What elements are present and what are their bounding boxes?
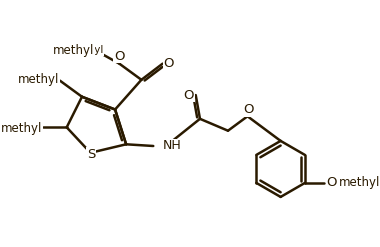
Text: O: O (163, 57, 174, 70)
Text: O: O (184, 89, 194, 102)
Text: methyl: methyl (1, 122, 42, 135)
Text: S: S (87, 148, 95, 161)
Text: O: O (114, 49, 125, 62)
Text: methyl: methyl (18, 73, 59, 86)
Text: methyl: methyl (339, 176, 380, 189)
Text: methyl: methyl (53, 44, 95, 57)
Text: O: O (243, 103, 253, 116)
Text: methyl: methyl (67, 45, 104, 55)
Text: O: O (326, 176, 337, 189)
Text: NH: NH (163, 140, 181, 152)
